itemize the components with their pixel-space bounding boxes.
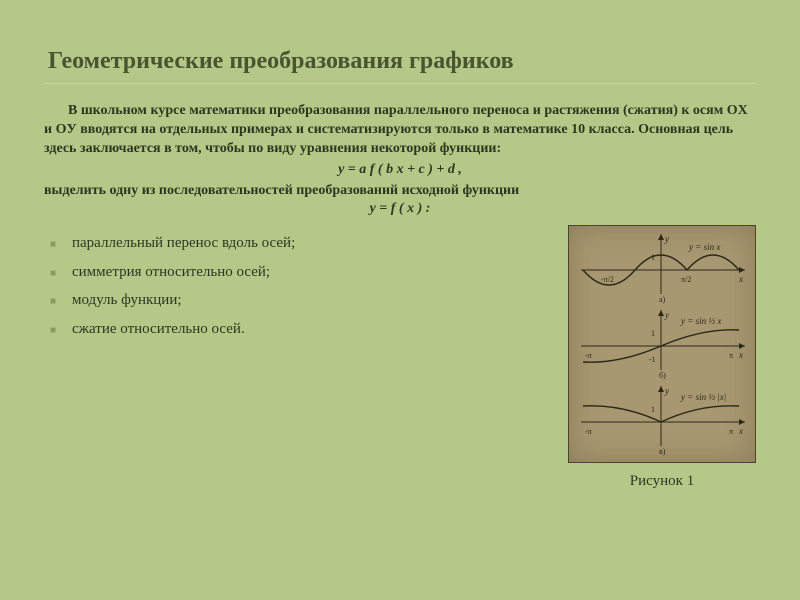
- svg-text:в): в): [659, 447, 666, 456]
- chart-panel-c: y x y = sin ½ |x| -π π 1 в): [577, 382, 747, 456]
- figure-column: y x y = sin x -π/2 π/2 1 a): [568, 225, 756, 490]
- list-item: сжатие относительно осей.: [72, 315, 550, 344]
- svg-text:y: y: [664, 310, 669, 320]
- body-text: В школьном курсе математики преобразован…: [44, 102, 756, 219]
- title-rule: [44, 83, 756, 84]
- svg-text:x: x: [738, 426, 743, 436]
- bullet-list: параллельный перенос вдоль осей; симметр…: [44, 229, 550, 343]
- svg-text:y: y: [664, 234, 669, 244]
- svg-text:x: x: [738, 274, 743, 284]
- list-item: симметрия относительно осей;: [72, 258, 550, 287]
- svg-text:1: 1: [651, 253, 655, 262]
- svg-text:1: 1: [651, 329, 655, 338]
- svg-text:π: π: [729, 427, 733, 436]
- figure: y x y = sin x -π/2 π/2 1 a): [568, 225, 756, 463]
- para-2: выделить одну из последовательностей пре…: [44, 182, 756, 201]
- para-1: В школьном курсе математики преобразован…: [44, 102, 756, 159]
- svg-text:y = sin x: y = sin x: [688, 242, 720, 252]
- svg-text:-1: -1: [649, 355, 656, 364]
- svg-text:1: 1: [651, 405, 655, 414]
- lower-row: параллельный перенос вдоль осей; симметр…: [44, 225, 756, 490]
- bullet-list-wrap: параллельный перенос вдоль осей; симметр…: [44, 225, 550, 343]
- list-item: модуль функции;: [72, 286, 550, 315]
- list-item: параллельный перенос вдоль осей;: [72, 229, 550, 258]
- chart-panel-a: y x y = sin x -π/2 π/2 1 a): [577, 230, 747, 304]
- svg-text:y = sin ½ x: y = sin ½ x: [680, 316, 721, 326]
- chart-panel-b: y x y = sin ½ x -π π 1 -1 б): [577, 306, 747, 380]
- svg-text:π: π: [729, 351, 733, 360]
- svg-text:-π/2: -π/2: [601, 275, 614, 284]
- slide: Геометрические преобразования графиков В…: [0, 0, 800, 510]
- formula-1: y = a f ( b x + c ) + d ,: [44, 161, 756, 180]
- svg-text:б): б): [659, 371, 666, 380]
- svg-text:y: y: [664, 386, 669, 396]
- svg-text:-π: -π: [585, 427, 592, 436]
- svg-text:y = sin ½ |x|: y = sin ½ |x|: [680, 392, 726, 402]
- formula-2: y = f ( x ) :: [44, 200, 756, 219]
- svg-text:π/2: π/2: [681, 275, 691, 284]
- figure-caption: Рисунок 1: [568, 473, 756, 490]
- svg-text:a): a): [659, 295, 666, 304]
- svg-text:x: x: [738, 350, 743, 360]
- svg-text:-π: -π: [585, 351, 592, 360]
- slide-title: Геометрические преобразования графиков: [44, 48, 756, 75]
